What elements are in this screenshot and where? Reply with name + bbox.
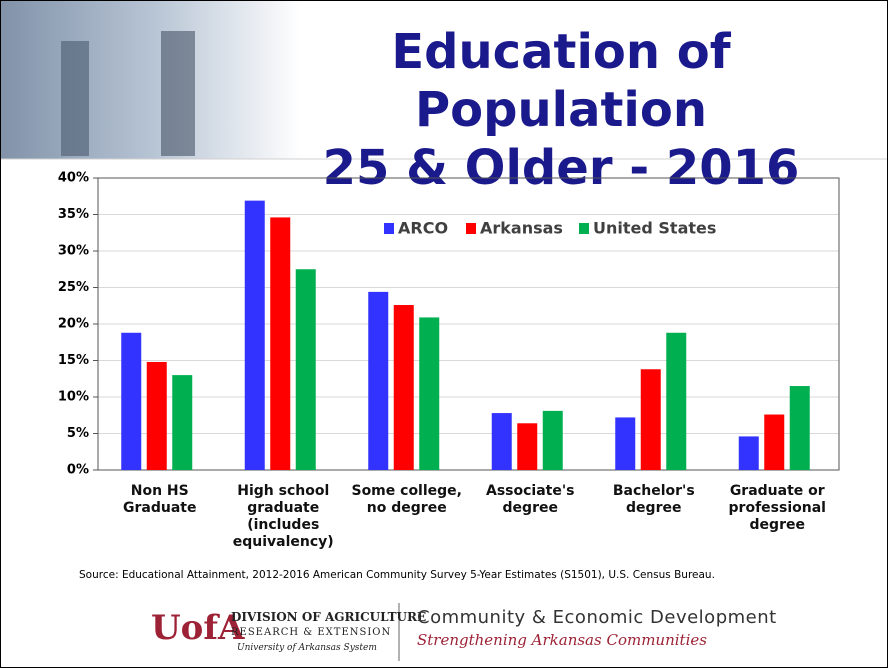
tagline: Strengthening Arkansas Communities	[417, 631, 707, 649]
title-line: Education of Population	[391, 24, 731, 138]
x-tick-label: Graduate or professional degree	[728, 483, 826, 533]
y-tick-label: 30%	[58, 244, 89, 259]
y-tick-label: 35%	[58, 207, 89, 222]
bar	[640, 369, 661, 470]
bar	[419, 317, 440, 470]
bar	[615, 417, 636, 470]
y-tick-label: 25%	[58, 280, 89, 295]
title: Education of Population 25 & Older - 201…	[241, 23, 881, 197]
legend-swatch	[466, 223, 476, 234]
plot-frame	[97, 177, 840, 471]
y-tick-label: 10%	[58, 390, 89, 405]
legend-label: Arkansas	[480, 219, 563, 238]
y-tick-label: 0%	[67, 463, 89, 478]
x-tick-label: Non HS Graduate	[123, 483, 197, 516]
bar	[270, 217, 291, 470]
header-figure	[61, 41, 89, 156]
bar	[244, 200, 265, 470]
y-tick-label: 15%	[58, 353, 89, 368]
header-image	[1, 1, 301, 159]
y-tick-label: 20%	[58, 317, 89, 332]
title-line: 25 & Older - 2016	[322, 140, 800, 196]
bar	[121, 332, 142, 470]
y-tick-label: 40%	[58, 171, 89, 186]
legend-label: ARCO	[398, 219, 448, 238]
research: RESEARCH & EXTENSION	[231, 627, 392, 638]
division: DIVISION OF AGRICULTURE	[231, 610, 427, 624]
bar	[764, 414, 785, 470]
bar	[738, 436, 759, 470]
bar	[368, 291, 389, 470]
header-figure	[161, 31, 195, 156]
bar	[542, 410, 563, 470]
bar	[666, 332, 687, 470]
logo-mark: UofA	[151, 608, 245, 648]
bar	[491, 413, 512, 470]
x-tick-label: Some college, no degree	[351, 483, 462, 516]
bar	[517, 423, 538, 470]
source-note: Source: Educational Attainment, 2012-201…	[79, 569, 715, 581]
legend-label: United States	[593, 219, 716, 238]
department: Community & Economic Development	[417, 607, 777, 628]
bar	[393, 305, 414, 470]
bar	[789, 386, 810, 470]
legend-swatch	[579, 223, 589, 234]
x-tick-label: Associate's degree	[486, 483, 575, 516]
bar	[295, 269, 316, 470]
y-tick-label: 5%	[67, 426, 89, 441]
system: University of Arkansas System	[237, 643, 377, 653]
x-tick-label: High school graduate (includes equivalen…	[232, 483, 334, 550]
legend-swatch	[384, 223, 394, 234]
bar	[146, 361, 167, 470]
x-tick-label: Bachelor's degree	[612, 483, 695, 516]
bar	[172, 375, 193, 470]
